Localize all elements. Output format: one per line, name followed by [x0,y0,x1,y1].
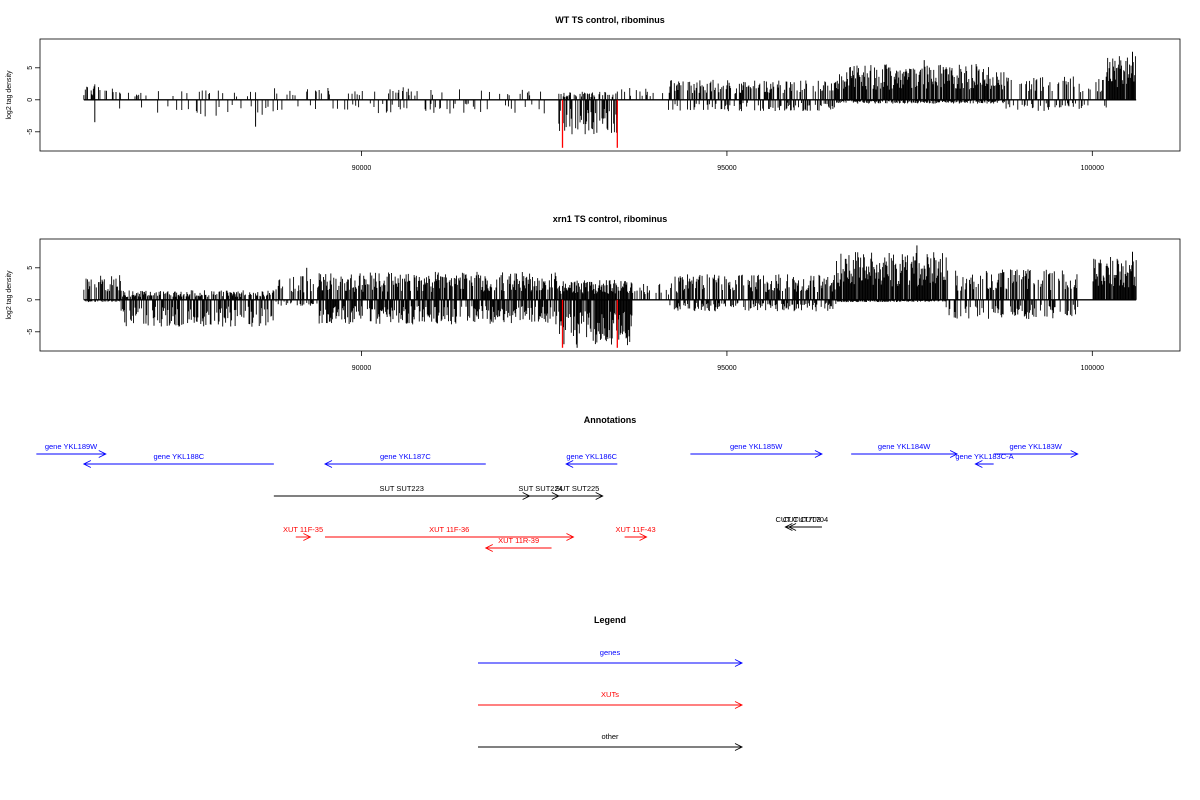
annotation-features: gene YKL189W gene YKL188C gene YKL187C gene… [36,442,1079,552]
annotation-feature: gene YKL185W [690,442,823,458]
feature-label: gene YKL183C-A [955,452,1013,461]
x-tick-label: 100000 [1081,365,1104,372]
annotation-feature: gene YKL186C [565,452,618,468]
y-tick-label: 5 [27,266,34,270]
feature-arrow-head [98,450,107,458]
legend-title: Legend [594,615,626,625]
feature-arrow-head [974,460,983,468]
annotation-feature: CUT CUT704 [783,515,828,531]
annotation-feature: gene YKL183W [993,442,1079,458]
y-tick-label: 0 [27,298,34,302]
y-axis-label: log2 tag density [6,70,13,120]
feature-arrow-head [595,492,604,500]
legend-item: other [478,732,744,751]
feature-label: gene YKL185W [730,442,783,451]
legend-label: XUTs [601,690,619,699]
annotation-feature: gene YKL189W [36,442,107,458]
legend-label: genes [600,648,621,657]
annotation-feature: XUT 11F-35 [283,525,323,541]
feature-arrow-head [323,460,333,468]
axes: -5 0 5 90000 95000 100000 [27,266,1104,372]
panel-title: WT TS control, ribominus [555,15,665,25]
feature-arrow-head [949,450,959,458]
feature-label: SUT SUT225 [555,484,599,493]
annotation-feature: gene YKL183C-A [955,452,1014,468]
coverage-bars [83,51,1137,148]
annotation-feature: gene YKL184W [851,442,959,458]
plot-frame [39,38,1181,152]
y-tick-label: 0 [27,98,34,102]
feature-label: gene YKL187C [380,452,431,461]
feature-arrow-head [566,533,575,541]
feature-label: XUT 11F-36 [429,525,469,534]
feature-label: CUT CUT704 [783,515,828,524]
x-tick-label: 100000 [1081,165,1104,172]
feature-arrow-head [784,523,793,531]
annotation-feature: gene YKL188C [82,452,274,468]
panel-title: xrn1 TS control, ribominus [553,214,668,224]
x-tick-label: 95000 [717,365,737,372]
feature-arrow-head [788,523,797,531]
plot-frame [39,238,1181,352]
y-axis-label: log2 tag density [6,270,13,320]
feature-label: gene YKL184W [878,442,931,451]
feature-arrow-head [639,533,648,541]
feature-label: SUT SUT224 [518,484,562,493]
annotation-feature: XUT 11R-39 [484,536,552,552]
feature-label: gene YKL186C [566,452,617,461]
annotation-feature: SUT SUT225 [551,484,604,500]
y-tick-label: -5 [27,329,34,335]
legend-item: genes [478,648,744,667]
y-tick-label: -5 [27,129,34,135]
legend-arrow-head [734,701,744,709]
axes: -5 0 5 90000 95000 100000 [27,66,1104,172]
x-tick-label: 90000 [352,165,372,172]
annotation-feature: XUT 11F-36 [325,525,575,541]
feature-arrow-head [814,450,823,458]
x-tick-label: 95000 [717,165,737,172]
feature-label: gene YKL188C [153,452,204,461]
feature-arrow-head [565,460,574,468]
legend-items: genes XUTs other [478,648,744,751]
annotation-feature: SUT SUT223 [273,484,531,500]
annotation-feature: gene YKL187C [323,452,486,468]
feature-label: gene YKL189W [45,442,98,451]
feature-arrow-head [82,460,92,468]
wt-ts-control-panel: WT TS control, ribominus log2 tag densit… [6,15,1181,172]
legend-arrow-head [734,659,744,667]
y-tick-label: 5 [27,66,34,70]
feature-label: CUT CUT703 [776,515,821,524]
feature-arrow-head [484,544,493,552]
legend-item: XUTs [478,690,744,709]
feature-arrow-head [1070,450,1079,458]
feature-label: XUT 11R-39 [498,536,539,545]
legend-arrow-head [734,743,744,751]
feature-label: XUT 11F-43 [615,525,655,534]
annotations-title: Annotations [584,415,637,425]
feature-label: XUT 11F-35 [283,525,323,534]
coverage-bars [83,245,1137,348]
feature-label: SUT SUT223 [379,484,423,493]
feature-label: gene YKL183W [1009,442,1062,451]
legend-label: other [601,732,619,741]
annotation-feature: XUT 11F-43 [615,525,656,541]
xrn1-ts-control-panel: xrn1 TS control, ribominus log2 tag dens… [6,214,1181,372]
x-tick-label: 90000 [352,365,372,372]
legend: Legend genes XUTs other [478,615,744,751]
feature-arrow-head [303,533,312,541]
